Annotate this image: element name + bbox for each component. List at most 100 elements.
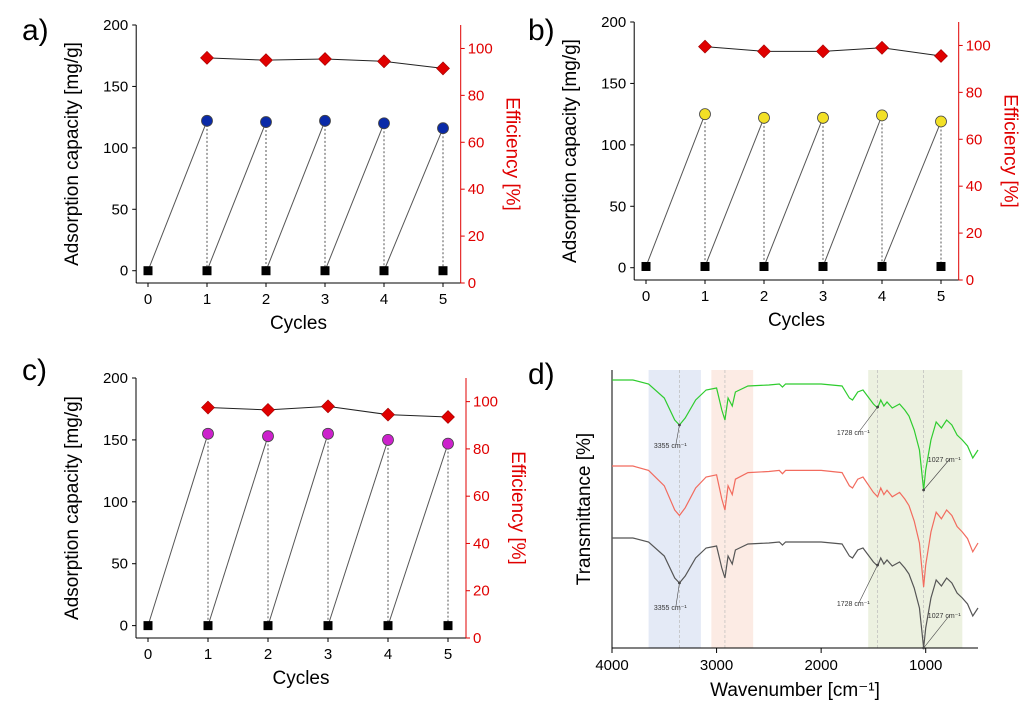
- annotation-label: 3355 cm⁻¹: [654, 605, 688, 612]
- x-tick-label: 3: [324, 646, 332, 663]
- x-tick-label: 4: [878, 288, 886, 305]
- highlight-band: [711, 370, 754, 648]
- y-tick-label: 200: [103, 17, 128, 34]
- y-tick-label: 150: [103, 432, 128, 449]
- baseline-square-marker: [818, 261, 828, 271]
- y-axis-title: Transmittance [%]: [574, 433, 595, 585]
- y-axis-title: Adsorption capacity [mg/g]: [62, 42, 83, 266]
- capacity-circle-marker: [442, 437, 454, 450]
- efficiency-diamond-marker: [381, 407, 395, 422]
- baseline-square-marker: [877, 261, 887, 271]
- cycle-ramp-line: [763, 117, 824, 267]
- baseline-square-marker: [202, 266, 212, 276]
- spectrum-line: [612, 537, 979, 649]
- y-tick-label: 50: [610, 198, 627, 215]
- efficiency-diamond-marker: [816, 44, 830, 59]
- y-tick-label: 200: [601, 14, 626, 31]
- baseline-square-marker: [203, 621, 213, 631]
- x-axis-title: Cycles: [768, 310, 825, 331]
- x-axis-title: Cycles: [270, 313, 327, 334]
- y-tick-label: 0: [120, 618, 128, 635]
- baseline-square-marker: [379, 266, 389, 276]
- cycle-ramp-line: [704, 117, 765, 267]
- baseline-square-marker: [700, 261, 710, 271]
- y2-tick-label: 0: [468, 275, 476, 292]
- x-tick-label: 5: [937, 288, 945, 305]
- baseline-square-marker: [759, 261, 769, 271]
- y-tick-label: 50: [112, 201, 129, 218]
- y2-tick-label: 0: [473, 630, 481, 647]
- y-tick-label: 50: [111, 556, 128, 573]
- x-tick-label: 2: [760, 288, 768, 305]
- x-tick-label: 1000: [909, 657, 942, 674]
- capacity-circle-marker: [935, 115, 947, 128]
- efficiency-diamond-marker: [436, 61, 450, 76]
- y2-tick-label: 80: [966, 84, 983, 101]
- annotation-arrow: [923, 614, 951, 649]
- panel-c: c)0 1 2 3 4 5050100150200020406080100CyclesAd…: [22, 354, 528, 689]
- efficiency-diamond-marker: [698, 39, 712, 54]
- y2-tick-label: 80: [468, 87, 485, 104]
- capacity-circle-marker: [699, 108, 711, 121]
- baseline-square-marker: [641, 261, 651, 271]
- cycle-ramp-line: [822, 115, 883, 267]
- efficiency-diamond-marker: [321, 399, 335, 414]
- cycle-ramp-line: [387, 443, 449, 626]
- cycle-ramp-line: [881, 121, 942, 267]
- efficiency-diamond-marker: [200, 50, 214, 65]
- panel-b: b)0 1 2 3 4 5050100150200020406080100CyclesAd…: [528, 14, 1021, 331]
- panel-label: b): [528, 14, 555, 47]
- spectrum-line: [612, 465, 979, 588]
- x-tick-label: 5: [439, 291, 447, 308]
- x-tick-label: 2000: [804, 657, 837, 674]
- capacity-circle-marker: [202, 427, 214, 440]
- annotation-arrowhead: [922, 488, 926, 492]
- y-tick-label: 100: [103, 140, 128, 157]
- efficiency-diamond-marker: [757, 44, 771, 59]
- x-axis-title: Wavenumber [cm⁻¹]: [710, 680, 880, 701]
- x-axis-title: Cycles: [272, 668, 329, 689]
- baseline-square-marker: [443, 621, 453, 631]
- y2-tick-label: 40: [966, 178, 983, 195]
- annotation-label: 3355 cm⁻¹: [654, 443, 688, 450]
- annotation-arrow: [858, 564, 878, 604]
- annotation-label: 1728 cm⁻¹: [837, 601, 871, 608]
- baseline-square-marker: [320, 266, 330, 276]
- capacity-circle-marker: [437, 122, 449, 135]
- y-tick-label: 150: [103, 78, 128, 95]
- x-tick-label: 1: [203, 291, 211, 308]
- capacity-circle-marker: [758, 111, 770, 124]
- baseline-square-marker: [263, 621, 273, 631]
- x-tick-label: 0: [144, 646, 152, 663]
- y2-tick-label: 60: [468, 134, 485, 151]
- baseline-square-marker: [323, 621, 333, 631]
- capacity-circle-marker: [260, 116, 272, 128]
- y2-tick-label: 20: [468, 228, 485, 245]
- capacity-circle-marker: [876, 109, 888, 122]
- cycle-ramp-line: [383, 128, 444, 271]
- cycle-ramp-line: [147, 120, 208, 271]
- y2-tick-label: 80: [473, 441, 490, 458]
- efficiency-diamond-marker: [261, 402, 275, 417]
- y-axis-title: Adsorption capacity [mg/g]: [560, 39, 581, 263]
- x-tick-label: 2: [264, 646, 272, 663]
- cycle-ramp-line: [265, 120, 326, 271]
- y-tick-label: 0: [618, 260, 626, 277]
- efficiency-diamond-marker: [875, 40, 889, 55]
- annotation-label: 1027 cm⁻¹: [928, 457, 962, 464]
- capacity-circle-marker: [382, 434, 394, 446]
- y-tick-label: 150: [601, 75, 626, 92]
- y2-axis-title: Efficiency [%]: [1000, 94, 1021, 208]
- x-tick-label: 1: [701, 288, 709, 305]
- annotation-arrow: [923, 458, 951, 491]
- annotation-arrowhead: [678, 423, 681, 427]
- cycle-ramp-line: [207, 436, 269, 626]
- y2-tick-label: 60: [473, 488, 490, 505]
- x-tick-label: 4: [380, 291, 388, 308]
- efficiency-diamond-marker: [377, 54, 391, 69]
- efficiency-diamond-marker: [441, 410, 455, 424]
- annotation-label: 1728 cm⁻¹: [837, 430, 871, 437]
- efficiency-diamond-marker: [934, 49, 948, 63]
- baseline-square-marker: [143, 266, 153, 276]
